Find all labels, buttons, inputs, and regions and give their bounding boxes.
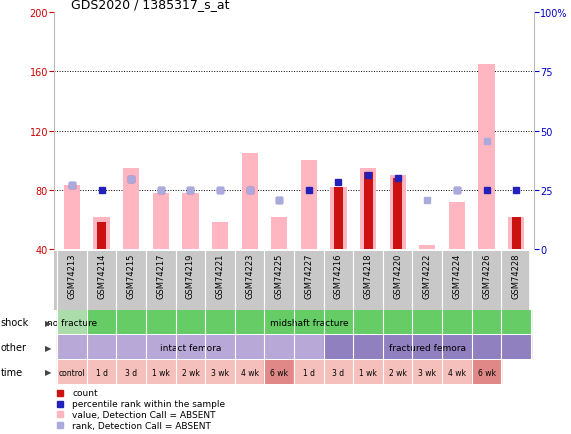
Text: no fracture: no fracture [47,318,97,327]
Text: ▶: ▶ [45,318,51,327]
Text: 6 wk: 6 wk [270,368,288,377]
Bar [264,360,294,384]
Text: GSM74214: GSM74214 [97,253,106,298]
Bar [235,360,264,384]
Text: GSM74216: GSM74216 [334,253,343,299]
Text: GSM74219: GSM74219 [186,253,195,298]
Text: 3 d: 3 d [332,368,344,377]
Text: 4 wk: 4 wk [240,368,259,377]
Text: 4 wk: 4 wk [448,368,466,377]
Text: GSM74218: GSM74218 [364,253,373,299]
Bar [324,360,353,384]
Text: 2 wk: 2 wk [389,368,407,377]
Text: GSM74224: GSM74224 [452,253,461,298]
Bar [389,176,406,250]
Text: time: time [1,367,23,377]
Text: ▶: ▶ [45,368,51,377]
Bar [271,217,287,250]
Bar [383,360,412,384]
Text: 1 wk: 1 wk [152,368,170,377]
Bar [478,65,494,250]
Text: 3 wk: 3 wk [419,368,436,377]
Bar [301,161,317,250]
Text: GSM74225: GSM74225 [275,253,284,298]
Bar [94,217,110,250]
Text: GSM74213: GSM74213 [67,253,77,299]
Text: GSM74222: GSM74222 [423,253,432,298]
Text: 1 d: 1 d [303,368,315,377]
Bar [334,187,343,250]
Text: GSM74221: GSM74221 [215,253,224,298]
Bar [419,245,436,250]
Text: 1 wk: 1 wk [359,368,377,377]
Bar [57,335,324,359]
Bar [57,311,87,335]
Text: GSM74217: GSM74217 [156,253,166,299]
Text: GSM74228: GSM74228 [512,253,521,299]
Text: GSM74223: GSM74223 [245,253,254,299]
Bar [360,168,376,250]
Text: control: control [59,368,86,377]
Text: 6 wk: 6 wk [477,368,496,377]
Bar [508,217,524,250]
Bar [393,179,402,250]
Bar [146,360,176,384]
Text: 3 d: 3 d [125,368,137,377]
Text: fractured femora: fractured femora [389,343,466,352]
Bar [182,194,199,250]
Bar [512,217,521,250]
Text: midshaft fracture: midshaft fracture [270,318,348,327]
Bar [212,223,228,250]
Text: percentile rank within the sample: percentile rank within the sample [73,399,226,408]
Bar [294,360,324,384]
Bar [412,360,442,384]
Bar [64,186,80,250]
Text: 2 wk: 2 wk [182,368,199,377]
Bar [472,360,501,384]
Text: rank, Detection Call = ABSENT: rank, Detection Call = ABSENT [73,421,211,430]
Bar [87,360,116,384]
Bar [449,202,465,250]
Bar [324,335,531,359]
Bar [331,187,347,250]
Bar [123,168,139,250]
Text: 3 wk: 3 wk [211,368,229,377]
Text: other: other [1,342,27,352]
Text: GDS2020 / 1385317_s_at: GDS2020 / 1385317_s_at [71,0,230,11]
Bar [152,194,169,250]
Bar [364,173,372,250]
Bar [57,360,87,384]
Text: count: count [73,388,98,397]
Text: intact femora: intact femora [160,343,221,352]
Bar [242,154,258,250]
Text: ▶: ▶ [45,343,51,352]
Text: GSM74227: GSM74227 [304,253,313,299]
Text: GSM74220: GSM74220 [393,253,402,298]
Bar [97,223,106,250]
Text: GSM74226: GSM74226 [482,253,491,299]
Bar [116,360,146,384]
Bar [353,360,383,384]
Bar [176,360,205,384]
Text: shock: shock [1,318,29,328]
Bar [205,360,235,384]
Text: value, Detection Call = ABSENT: value, Detection Call = ABSENT [73,410,216,419]
Text: 1 d: 1 d [95,368,107,377]
Text: GSM74215: GSM74215 [127,253,136,298]
Bar [442,360,472,384]
